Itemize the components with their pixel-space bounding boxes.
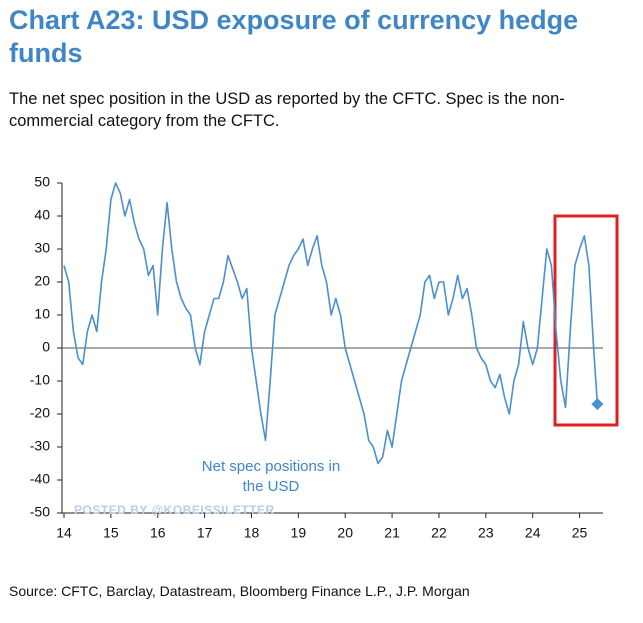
x-tick-label: 23 [478, 525, 494, 541]
y-tick-label: 10 [34, 306, 50, 322]
x-tick-label: 21 [384, 525, 400, 541]
y-tick-label: -40 [30, 471, 50, 487]
y-tick-label: 50 [34, 174, 50, 190]
last-point-marker [591, 398, 604, 411]
series-label: Net spec positions in the USD [201, 458, 341, 495]
y-tick-label: 40 [34, 207, 50, 223]
x-tick-label: 17 [197, 525, 213, 541]
chart: -50 -40 -30 -20 -10 0 10 20 30 40 50 14 15 16 17 18 19 20… [30, 174, 619, 541]
x-tick-label: 14 [56, 525, 72, 541]
x-tick-label: 20 [337, 525, 353, 541]
y-tick-label: -30 [30, 438, 50, 454]
y-tick-label: -50 [30, 504, 50, 520]
chart-title: Chart A23: USD exposure of currency hedg… [9, 5, 579, 68]
x-tick-label: 16 [150, 525, 166, 541]
x-tick-label: 19 [291, 525, 307, 541]
data-line [63, 182, 599, 465]
y-tick-label: -20 [30, 405, 50, 421]
y-tick-label: -10 [30, 372, 50, 388]
x-tick-label: 22 [431, 525, 447, 541]
source-note: Source: CFTC, Barclay, Datastream, Bloom… [9, 583, 470, 599]
y-tick-label: 30 [34, 240, 50, 256]
x-tick-label: 18 [244, 525, 260, 541]
y-tick-label: 0 [42, 339, 50, 355]
chart-subtitle: The net spec position in the USD as repo… [9, 90, 565, 130]
watermark: POSTED BY @KOBEISSILETTER [74, 503, 275, 517]
x-tick-label: 24 [525, 525, 541, 541]
y-tick-label: 20 [34, 273, 50, 289]
x-tick-label: 25 [572, 525, 588, 541]
x-tick-label: 15 [103, 525, 119, 541]
